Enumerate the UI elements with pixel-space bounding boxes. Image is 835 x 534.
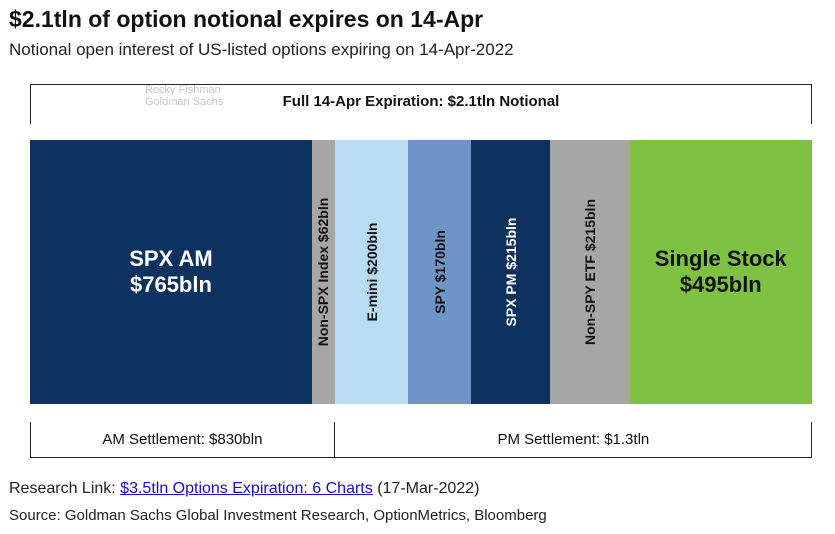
segment-label: SPX AM $765bln	[30, 246, 312, 298]
watermark-line-2: Goldman Sachs	[145, 96, 224, 108]
chart-title: $2.1tln of option notional expires on 14…	[9, 6, 484, 32]
bar-segment-spx-am: SPX AM $765bln	[30, 140, 312, 404]
pm-settlement-label: PM Settlement: $1.3tln	[497, 431, 650, 448]
segment-label: SPX PM $215bln	[502, 217, 519, 327]
chart-subtitle: Notional open interest of US-listed opti…	[9, 40, 514, 59]
bar-segment-single-stock: Single Stock $495bln	[629, 140, 812, 404]
pm-settlement-bracket	[334, 422, 812, 458]
watermark-line-1: Rocky Fishman	[145, 84, 221, 96]
research-link-prefix: Research Link:	[9, 480, 121, 497]
research-link-line: Research Link: $3.5tln Options Expiratio…	[9, 480, 479, 498]
total-label: Full 14-Apr Expiration: $2.1tln Notional	[282, 93, 560, 110]
segment-label: SPY $170bln	[431, 230, 448, 314]
segment-label-value: $765bln	[129, 272, 212, 297]
bar-segment-non-spx-index: Non-SPX Index $62bln	[311, 140, 335, 404]
segment-label: Non-SPX Index $62bln	[315, 197, 332, 347]
bar-segment-non-spy-etf: Non-SPY ETF $215bln	[550, 140, 630, 404]
segment-label: Non-SPY ETF $215bln	[581, 199, 598, 345]
research-link[interactable]: $3.5tln Options Expiration: 6 Charts	[120, 480, 373, 497]
am-settlement-label: AM Settlement: $830bln	[102, 431, 263, 448]
segment-label-name: SPX AM	[129, 246, 213, 271]
bar-segment-e-mini: E-mini $200bln	[334, 140, 409, 404]
am-settlement-bracket	[30, 422, 335, 458]
segment-label: Single Stock $495bln	[630, 246, 812, 298]
watermark: Rocky Fishman Goldman Sachs	[145, 84, 223, 108]
source-note: Source: Goldman Sachs Global Investment …	[9, 507, 547, 524]
segment-label-name: Single Stock	[654, 246, 787, 271]
segment-label-value: $495bln	[679, 272, 762, 297]
bar-segment-spy: SPY $170bln	[408, 140, 472, 404]
bar-segment-spx-pm: SPX PM $215bln	[471, 140, 551, 404]
research-link-date: (17-Mar-2022)	[372, 480, 480, 497]
segment-label: E-mini $200bln	[363, 222, 380, 322]
total-bracket	[30, 84, 812, 124]
